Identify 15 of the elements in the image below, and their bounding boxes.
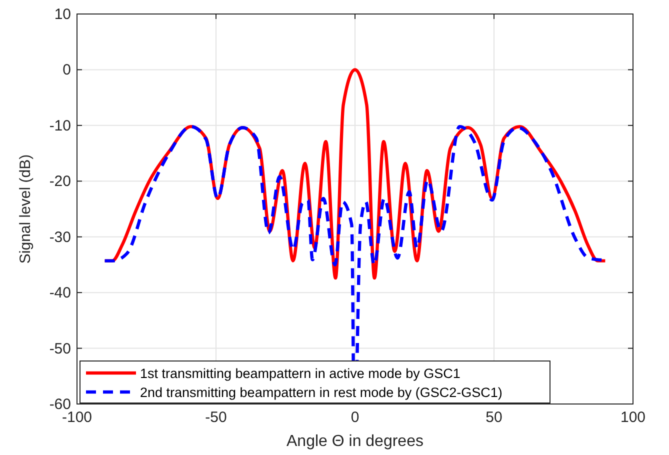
x-tick-label: 0 bbox=[350, 409, 360, 426]
x-tick-label: 100 bbox=[620, 409, 646, 426]
legend-label: 1st transmitting beampattern in active mode by GSC1 bbox=[140, 366, 460, 381]
y-tick-label: 0 bbox=[62, 62, 71, 79]
x-axis-title: Angle Θ in degrees bbox=[286, 433, 424, 450]
x-tick-label: 50 bbox=[486, 409, 502, 426]
y-axis-title: Signal level (dB) bbox=[17, 154, 34, 264]
y-tick-label: -50 bbox=[49, 340, 71, 358]
y-tick-label: -30 bbox=[49, 228, 71, 246]
y-tick-label: -40 bbox=[49, 284, 71, 302]
y-tick-label: -10 bbox=[49, 117, 71, 134]
legend-label: 2nd transmitting beampattern in rest mode by (GSC2-GSC1) bbox=[140, 385, 502, 400]
y-tick-label: 10 bbox=[54, 6, 71, 23]
y-tick-label: -20 bbox=[49, 173, 71, 190]
x-tick-label: -50 bbox=[205, 409, 227, 426]
